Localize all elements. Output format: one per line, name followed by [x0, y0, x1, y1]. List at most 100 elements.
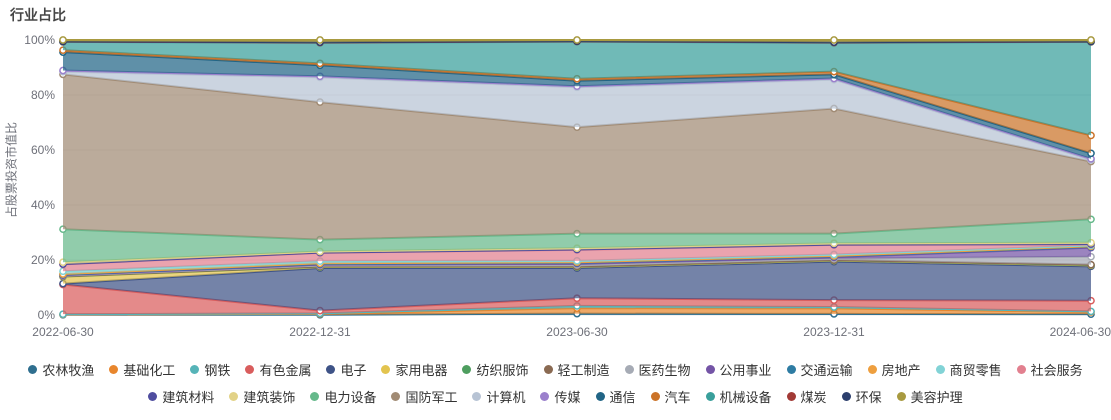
legend-label: 有色金属 — [259, 363, 312, 378]
legend-label: 交通运输 — [800, 363, 853, 378]
legend-swatch-icon — [595, 392, 605, 401]
x-tick-2022-12-31: 2022-12-31 — [289, 325, 351, 339]
legend-label: 家用电器 — [395, 363, 448, 378]
legend-label: 计算机 — [486, 390, 526, 405]
legend-item-4[interactable]: 电子 — [326, 360, 366, 379]
legend-label: 汽车 — [664, 390, 691, 405]
legend-item-21[interactable]: 汽车 — [650, 387, 691, 406]
series-area-13 — [63, 244, 1091, 272]
legend-swatch-icon — [391, 392, 401, 401]
legend-label: 建筑材料 — [162, 390, 215, 405]
legend-swatch-icon — [624, 365, 634, 374]
legend-swatch-icon — [28, 365, 38, 374]
legend-swatch-icon — [786, 365, 796, 374]
legend-swatch-icon — [462, 365, 472, 374]
legend-label: 公用事业 — [719, 363, 772, 378]
legend-item-6[interactable]: 纺织服饰 — [462, 360, 529, 379]
legend-swatch-icon — [472, 392, 482, 401]
legend-label: 国防军工 — [405, 390, 458, 405]
series-area-4 — [63, 261, 1091, 311]
legend-label: 美容护理 — [910, 390, 963, 405]
legend-item-0[interactable]: 农林牧渔 — [28, 360, 94, 379]
y-tick-0%: 0% — [38, 308, 56, 322]
x-tick-2023-12-31: 2023-12-31 — [803, 325, 865, 339]
legend-label: 电力设备 — [324, 390, 377, 405]
legend-label: 纺织服饰 — [476, 363, 529, 378]
legend-swatch-icon — [326, 365, 336, 374]
legend-item-12[interactable]: 商贸零售 — [935, 360, 1002, 379]
x-tick-2023-06-30: 2023-06-30 — [546, 325, 608, 339]
legend-label: 房地产 — [881, 363, 921, 378]
legend-label: 环保 — [855, 390, 882, 405]
legend-swatch-icon — [841, 392, 851, 401]
legend-item-3[interactable]: 有色金属 — [245, 360, 311, 379]
y-tick-100%: 100% — [24, 33, 55, 47]
legend-swatch-icon — [381, 365, 391, 374]
series-marker-25-1 — [316, 36, 324, 44]
legend-label: 电子 — [340, 363, 367, 378]
series-marker-25-0 — [59, 36, 67, 44]
legend-label: 建筑装饰 — [243, 390, 296, 405]
legend-swatch-icon — [935, 365, 945, 374]
y-tick-60%: 60% — [31, 143, 55, 157]
series-area-22 — [63, 41, 1091, 136]
series-area-20 — [63, 52, 1091, 159]
legend-item-14[interactable]: 建筑材料 — [148, 387, 214, 406]
y-tick-20%: 20% — [31, 253, 55, 267]
legend-swatch-icon — [705, 392, 715, 401]
legend-item-11[interactable]: 房地产 — [867, 360, 921, 379]
legend-swatch-icon — [867, 365, 877, 374]
legend-item-25[interactable]: 美容护理 — [896, 387, 963, 406]
legend-label: 农林牧渔 — [42, 363, 95, 378]
legend-swatch-icon — [245, 365, 255, 374]
legend-label: 商贸零售 — [949, 363, 1002, 378]
series-area-17 — [63, 74, 1091, 240]
legend-item-15[interactable]: 建筑装饰 — [229, 387, 295, 406]
legend-swatch-icon — [543, 365, 553, 374]
legend-row: 农林牧渔 基础化工 钢铁 有色金属 电子 家用电器 纺织服饰 轻工制造 医药生物 公用事业 交通运输… — [0, 360, 1111, 379]
y-tick-80%: 80% — [31, 88, 55, 102]
legend-item-2[interactable]: 钢铁 — [190, 360, 230, 379]
legend-item-13[interactable]: 社会服务 — [1016, 360, 1083, 379]
legend-item-5[interactable]: 家用电器 — [381, 360, 447, 379]
legend-label: 煤炭 — [800, 390, 827, 405]
legend-item-19[interactable]: 传媒 — [540, 387, 581, 406]
legend-label: 基础化工 — [123, 363, 176, 378]
legend-swatch-icon — [650, 392, 660, 401]
legend-row: 建筑材料 建筑装饰 电力设备 国防军工 计算机 传媒 通信 汽车 机械设备 煤炭 环保 美容护理 — [0, 387, 1111, 406]
legend-label: 机械设备 — [719, 390, 772, 405]
legend-item-20[interactable]: 通信 — [595, 387, 636, 406]
series-marker-25-3 — [830, 36, 838, 44]
legend-swatch-icon — [310, 392, 320, 401]
legend-swatch-icon — [109, 365, 119, 374]
legend-swatch-icon — [896, 392, 906, 401]
legend-item-22[interactable]: 机械设备 — [705, 387, 772, 406]
legend-label: 传媒 — [554, 390, 581, 405]
legend-swatch-icon — [190, 365, 200, 374]
legend-label: 医药生物 — [638, 363, 691, 378]
legend-item-17[interactable]: 国防军工 — [391, 387, 457, 406]
legend-item-23[interactable]: 煤炭 — [786, 387, 827, 406]
legend-item-18[interactable]: 计算机 — [472, 387, 525, 406]
legend-item-1[interactable]: 基础化工 — [109, 360, 175, 379]
legend-swatch-icon — [1016, 365, 1026, 374]
legend-item-16[interactable]: 电力设备 — [310, 387, 376, 406]
legend-item-7[interactable]: 轻工制造 — [543, 360, 610, 379]
stacked-area-plot: 0% 20% 40% 60% 80% 100% 2022-06-30 2022-12-31 20… — [24, 33, 1111, 339]
chart-legend: 农林牧渔 基础化工 钢铁 有色金属 电子 家用电器 纺织服饰 轻工制造 医药生物 公用事业 交通运输… — [0, 360, 1111, 414]
x-tick-2024-06-30: 2024-06-30 — [1050, 325, 1111, 339]
series-area-18 — [63, 71, 1091, 162]
legend-label: 钢铁 — [204, 363, 231, 378]
series-marker-25-4 — [1087, 36, 1095, 44]
x-tick-2022-06-30: 2022-06-30 — [32, 325, 94, 339]
legend-item-8[interactable]: 医药生物 — [624, 360, 691, 379]
legend-item-10[interactable]: 交通运输 — [786, 360, 853, 379]
legend-swatch-icon — [148, 392, 158, 401]
legend-item-24[interactable]: 环保 — [841, 387, 882, 406]
legend-item-9[interactable]: 公用事业 — [705, 360, 772, 379]
legend-swatch-icon — [540, 392, 550, 401]
legend-swatch-icon — [705, 365, 715, 374]
series-area-16 — [63, 219, 1091, 263]
legend-swatch-icon — [229, 392, 239, 401]
